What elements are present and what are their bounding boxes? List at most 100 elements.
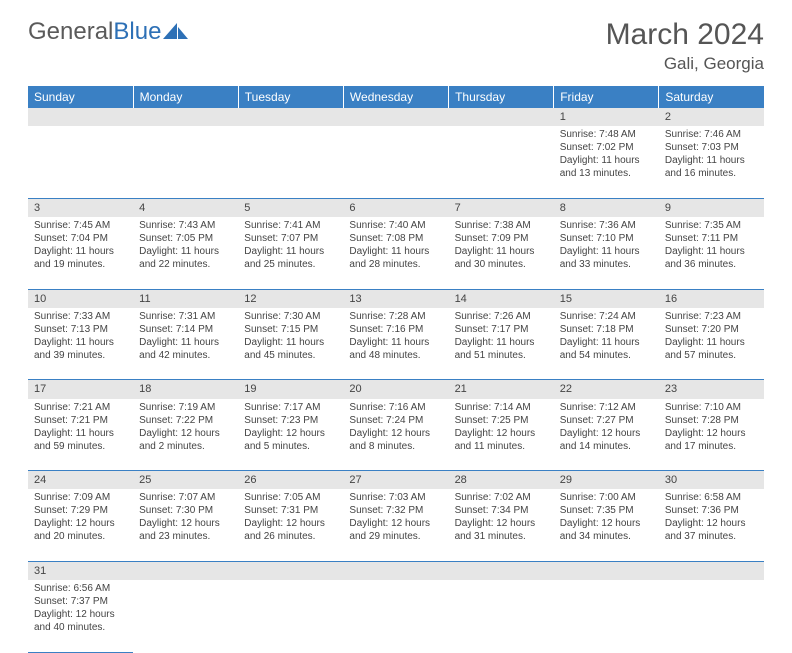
day-cell: Sunrise: 7:05 AMSunset: 7:31 PMDaylight:…: [238, 489, 343, 561]
day-number: 23: [659, 380, 764, 399]
day-body: Sunrise: 7:23 AMSunset: 7:20 PMDaylight:…: [659, 308, 764, 366]
weekday-header-row: Sunday Monday Tuesday Wednesday Thursday…: [28, 86, 764, 108]
sunrise-line: Sunrise: 7:46 AM: [665, 128, 758, 141]
day-body: Sunrise: 7:26 AMSunset: 7:17 PMDaylight:…: [449, 308, 554, 366]
day-body: Sunrise: 7:41 AMSunset: 7:07 PMDaylight:…: [238, 217, 343, 275]
weekday-head: Monday: [133, 86, 238, 108]
day-cell: Sunrise: 7:07 AMSunset: 7:30 PMDaylight:…: [133, 489, 238, 561]
day-cell: Sunrise: 7:19 AMSunset: 7:22 PMDaylight:…: [133, 399, 238, 471]
day-cell: Sunrise: 7:41 AMSunset: 7:07 PMDaylight:…: [238, 217, 343, 289]
sunrise-line: Sunrise: 7:43 AM: [139, 219, 232, 232]
empty-cell: [28, 126, 133, 198]
sunrise-line: Sunrise: 7:00 AM: [560, 491, 653, 504]
day-body: Sunrise: 7:45 AMSunset: 7:04 PMDaylight:…: [28, 217, 133, 275]
sunrise-line: Sunrise: 7:02 AM: [455, 491, 548, 504]
day-cell: Sunrise: 7:33 AMSunset: 7:13 PMDaylight:…: [28, 308, 133, 380]
daylight-line: Daylight: 12 hours and 26 minutes.: [244, 517, 337, 543]
sunrise-line: Sunrise: 7:24 AM: [560, 310, 653, 323]
sunset-line: Sunset: 7:02 PM: [560, 141, 653, 154]
day-number: 19: [238, 380, 343, 399]
sunrise-line: Sunrise: 7:10 AM: [665, 401, 758, 414]
day-cell: Sunrise: 7:21 AMSunset: 7:21 PMDaylight:…: [28, 399, 133, 471]
empty-cell: [133, 126, 238, 198]
day-number: 9: [659, 198, 764, 217]
sunset-line: Sunset: 7:25 PM: [455, 414, 548, 427]
day-number-row: 31: [28, 561, 764, 580]
day-cell: Sunrise: 7:02 AMSunset: 7:34 PMDaylight:…: [449, 489, 554, 561]
sunset-line: Sunset: 7:23 PM: [244, 414, 337, 427]
day-cell: Sunrise: 7:23 AMSunset: 7:20 PMDaylight:…: [659, 308, 764, 380]
day-cell: Sunrise: 7:48 AMSunset: 7:02 PMDaylight:…: [554, 126, 659, 198]
day-content-row: Sunrise: 7:09 AMSunset: 7:29 PMDaylight:…: [28, 489, 764, 561]
title-block: March 2024 Gali, Georgia: [606, 18, 764, 74]
day-number: 11: [133, 289, 238, 308]
sunset-line: Sunset: 7:04 PM: [34, 232, 127, 245]
empty-cell: [343, 561, 448, 580]
sunset-line: Sunset: 7:03 PM: [665, 141, 758, 154]
sunset-line: Sunset: 7:18 PM: [560, 323, 653, 336]
sunrise-line: Sunrise: 7:48 AM: [560, 128, 653, 141]
empty-cell: [554, 561, 659, 580]
day-body: Sunrise: 7:05 AMSunset: 7:31 PMDaylight:…: [238, 489, 343, 547]
day-body: Sunrise: 7:12 AMSunset: 7:27 PMDaylight:…: [554, 399, 659, 457]
sunrise-line: Sunrise: 7:12 AM: [560, 401, 653, 414]
day-content-row: Sunrise: 7:21 AMSunset: 7:21 PMDaylight:…: [28, 399, 764, 471]
day-cell: Sunrise: 7:46 AMSunset: 7:03 PMDaylight:…: [659, 126, 764, 198]
day-number: 27: [343, 471, 448, 490]
day-content-row: Sunrise: 7:33 AMSunset: 7:13 PMDaylight:…: [28, 308, 764, 380]
sunrise-line: Sunrise: 7:09 AM: [34, 491, 127, 504]
sunset-line: Sunset: 7:08 PM: [349, 232, 442, 245]
sunset-line: Sunset: 7:34 PM: [455, 504, 548, 517]
day-cell: Sunrise: 7:14 AMSunset: 7:25 PMDaylight:…: [449, 399, 554, 471]
day-body: Sunrise: 7:16 AMSunset: 7:24 PMDaylight:…: [343, 399, 448, 457]
day-number: 22: [554, 380, 659, 399]
daylight-line: Daylight: 12 hours and 5 minutes.: [244, 427, 337, 453]
calendar-body: 12Sunrise: 7:48 AMSunset: 7:02 PMDayligh…: [28, 108, 764, 652]
daylight-line: Daylight: 12 hours and 20 minutes.: [34, 517, 127, 543]
daylight-line: Daylight: 11 hours and 51 minutes.: [455, 336, 548, 362]
weekday-head: Sunday: [28, 86, 133, 108]
day-content-row: Sunrise: 7:48 AMSunset: 7:02 PMDaylight:…: [28, 126, 764, 198]
daylight-line: Daylight: 11 hours and 28 minutes.: [349, 245, 442, 271]
empty-cell: [343, 580, 448, 652]
brand-part2: Blue: [113, 18, 161, 46]
day-number: 16: [659, 289, 764, 308]
sunset-line: Sunset: 7:32 PM: [349, 504, 442, 517]
daylight-line: Daylight: 12 hours and 17 minutes.: [665, 427, 758, 453]
sunrise-line: Sunrise: 7:28 AM: [349, 310, 442, 323]
empty-cell: [238, 126, 343, 198]
brand-logo: GeneralBlue: [28, 18, 189, 46]
day-number-row: 12: [28, 108, 764, 126]
empty-cell: [133, 580, 238, 652]
day-cell: Sunrise: 7:31 AMSunset: 7:14 PMDaylight:…: [133, 308, 238, 380]
sunrise-line: Sunrise: 7:31 AM: [139, 310, 232, 323]
day-cell: Sunrise: 7:35 AMSunset: 7:11 PMDaylight:…: [659, 217, 764, 289]
sunset-line: Sunset: 7:16 PM: [349, 323, 442, 336]
title-location: Gali, Georgia: [606, 54, 764, 74]
daylight-line: Daylight: 12 hours and 14 minutes.: [560, 427, 653, 453]
day-number-row: 24252627282930: [28, 471, 764, 490]
sunset-line: Sunset: 7:09 PM: [455, 232, 548, 245]
day-cell: Sunrise: 7:09 AMSunset: 7:29 PMDaylight:…: [28, 489, 133, 561]
daylight-line: Daylight: 11 hours and 54 minutes.: [560, 336, 653, 362]
sunrise-line: Sunrise: 7:16 AM: [349, 401, 442, 414]
day-body: Sunrise: 7:17 AMSunset: 7:23 PMDaylight:…: [238, 399, 343, 457]
daylight-line: Daylight: 11 hours and 19 minutes.: [34, 245, 127, 271]
sunrise-line: Sunrise: 6:56 AM: [34, 582, 127, 595]
day-cell: Sunrise: 7:12 AMSunset: 7:27 PMDaylight:…: [554, 399, 659, 471]
day-number: 3: [28, 198, 133, 217]
daylight-line: Daylight: 11 hours and 22 minutes.: [139, 245, 232, 271]
daylight-line: Daylight: 11 hours and 25 minutes.: [244, 245, 337, 271]
day-body: Sunrise: 6:56 AMSunset: 7:37 PMDaylight:…: [28, 580, 133, 638]
empty-cell: [343, 126, 448, 198]
sunset-line: Sunset: 7:10 PM: [560, 232, 653, 245]
empty-cell: [133, 108, 238, 126]
day-number: 15: [554, 289, 659, 308]
sunrise-line: Sunrise: 7:23 AM: [665, 310, 758, 323]
day-cell: Sunrise: 7:40 AMSunset: 7:08 PMDaylight:…: [343, 217, 448, 289]
day-cell: Sunrise: 7:30 AMSunset: 7:15 PMDaylight:…: [238, 308, 343, 380]
sunset-line: Sunset: 7:36 PM: [665, 504, 758, 517]
daylight-line: Daylight: 11 hours and 57 minutes.: [665, 336, 758, 362]
daylight-line: Daylight: 12 hours and 40 minutes.: [34, 608, 127, 634]
day-body: Sunrise: 7:10 AMSunset: 7:28 PMDaylight:…: [659, 399, 764, 457]
